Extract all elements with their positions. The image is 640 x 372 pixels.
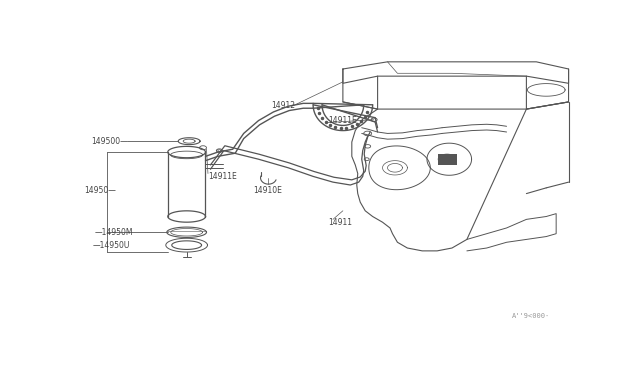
- Text: 14911E: 14911E: [208, 172, 237, 181]
- Text: 14910E: 14910E: [253, 186, 282, 195]
- Text: 14911: 14911: [328, 218, 352, 227]
- Text: —14950U: —14950U: [92, 241, 130, 250]
- Text: 14912: 14912: [271, 101, 295, 110]
- Text: —14950M: —14950M: [95, 228, 133, 237]
- Text: 149500—: 149500—: [91, 137, 127, 146]
- Circle shape: [218, 150, 221, 151]
- Text: A''9<000·: A''9<000·: [511, 313, 550, 319]
- Text: 14911E: 14911E: [328, 116, 356, 125]
- Text: 14950—: 14950—: [84, 186, 116, 195]
